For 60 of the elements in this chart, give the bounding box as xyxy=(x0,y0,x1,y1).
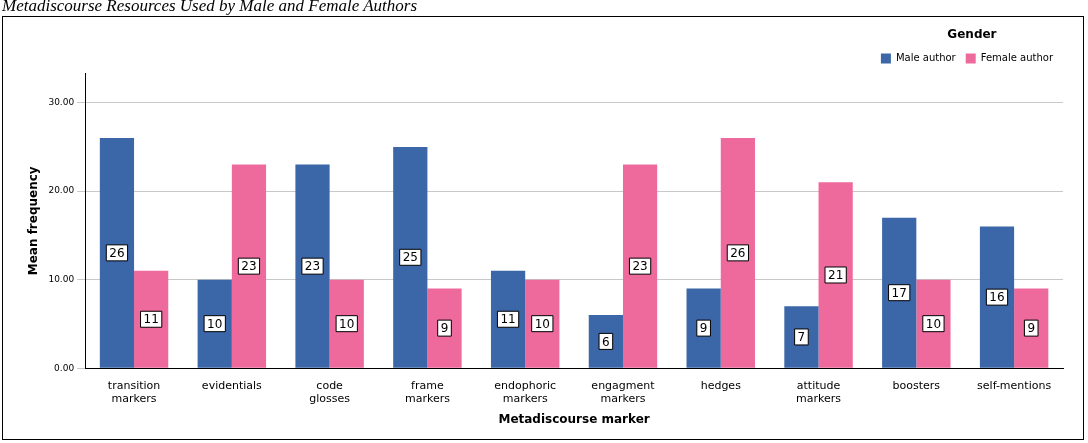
x-tick-label: attitude markers xyxy=(796,378,842,405)
x-tick-label: endophoric markers xyxy=(494,378,557,405)
data-label: 23 xyxy=(241,259,257,274)
bar xyxy=(622,164,658,368)
x-tick-label: code glosses xyxy=(309,378,351,405)
data-label: 9 xyxy=(440,321,449,336)
x-tick-label: transition markers xyxy=(107,378,161,405)
data-label: 25 xyxy=(402,250,418,265)
y-axis-title: Mean frequency xyxy=(26,166,41,276)
legend-label: Male author xyxy=(895,51,957,63)
bar xyxy=(979,226,1015,368)
y-tick-label: 30.00 xyxy=(48,96,75,107)
bar xyxy=(295,164,330,368)
x-tick-label: hedges xyxy=(700,378,742,392)
bar xyxy=(686,288,721,368)
y-tick-label: 0.00 xyxy=(54,362,75,373)
y-tick-label: 10.00 xyxy=(48,274,75,285)
bar xyxy=(818,182,853,368)
x-tick-label: frame markers xyxy=(404,378,451,405)
bar xyxy=(231,164,267,368)
bar xyxy=(427,288,462,368)
data-label: 16 xyxy=(989,290,1005,305)
data-label: 17 xyxy=(891,285,907,300)
bar xyxy=(99,138,135,368)
data-label: 26 xyxy=(109,245,125,260)
data-label: 10 xyxy=(925,316,942,331)
x-tick-label: evidentials xyxy=(201,378,263,392)
bar xyxy=(134,270,169,368)
bar xyxy=(720,138,755,368)
y-tick-label: 20.00 xyxy=(48,185,75,196)
bar xyxy=(882,217,917,368)
x-tick-label: engagment markers xyxy=(591,378,656,405)
data-label: 6 xyxy=(602,334,610,349)
x-tick-label: boosters xyxy=(892,378,941,392)
data-label: 23 xyxy=(304,259,321,274)
data-label: 11 xyxy=(500,312,516,327)
bar xyxy=(393,146,428,368)
bar xyxy=(1014,288,1049,368)
bar xyxy=(490,270,526,368)
chart-title: Metadiscourse Resources Used by Male and Female Authors xyxy=(2,0,417,16)
x-tick-label: self-mentions xyxy=(977,378,1052,392)
bar xyxy=(197,279,232,368)
bar xyxy=(588,315,623,368)
data-label: 10 xyxy=(339,316,355,331)
bar xyxy=(525,279,560,368)
data-label: 23 xyxy=(632,259,648,274)
bar xyxy=(329,279,364,368)
data-label: 7 xyxy=(797,330,806,345)
data-label: 9 xyxy=(1027,321,1036,336)
data-label: 10 xyxy=(207,316,223,331)
data-label: 11 xyxy=(143,312,159,327)
x-axis-title: Metadiscourse marker xyxy=(498,411,650,426)
bar xyxy=(916,279,951,368)
legend-label: Female author xyxy=(980,51,1054,63)
bar xyxy=(784,306,819,368)
data-label: 10 xyxy=(534,316,550,331)
data-label: 21 xyxy=(828,268,844,283)
data-label: 26 xyxy=(730,245,746,260)
data-label: 9 xyxy=(699,321,708,336)
legend-title: Gender xyxy=(947,27,997,42)
